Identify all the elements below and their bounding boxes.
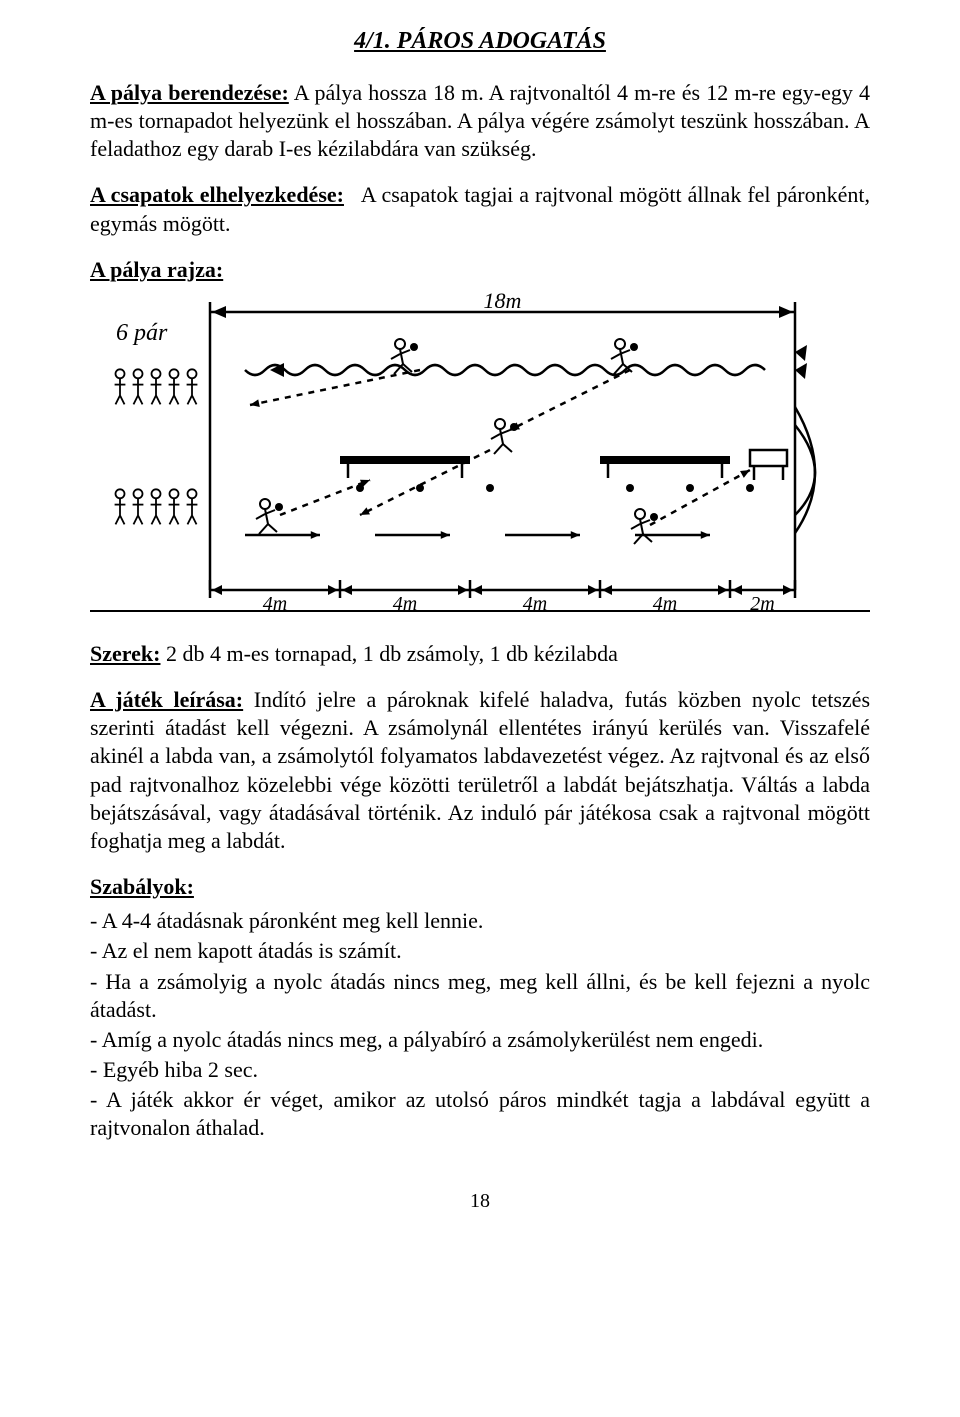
svg-text:2m: 2m [750, 593, 774, 610]
document-page: 4/1. PÁROS ADOGATÁS A pálya berendezése:… [0, 0, 960, 1417]
description-paragraph: A játék leírása: Indító jelre a pároknak… [90, 686, 870, 855]
rules-label: Szabályok: [90, 874, 194, 899]
rule-item: - Egyéb hiba 2 sec. [90, 1056, 870, 1084]
positioning-label: A csapatok elhelyezkedése: [90, 182, 344, 207]
rule-item: - A 4-4 átadásnak páronként meg kell len… [90, 907, 870, 935]
rules-label-row: Szabályok: [90, 873, 870, 901]
equipment-text: 2 db 4 m-es tornapad, 1 db zsámoly, 1 db… [166, 641, 618, 666]
drawing-label-row: A pálya rajza: [90, 256, 870, 284]
rule-item: - A játék akkor ér véget, amikor az utol… [90, 1086, 870, 1142]
svg-text:4m: 4m [393, 593, 417, 610]
drawing-label: A pálya rajza: [90, 257, 223, 282]
field-diagram: 18m 6 pár 4m 4m 4m 4m 2m [90, 290, 870, 612]
setup-paragraph: A pálya berendezése: A pálya hossza 18 m… [90, 79, 870, 163]
page-title: 4/1. PÁROS ADOGATÁS [90, 28, 870, 55]
rule-item: - Amíg a nyolc átadás nincs meg, a pálya… [90, 1026, 870, 1054]
rule-item: - Ha a zsámolyig a nyolc átadás nincs me… [90, 968, 870, 1024]
positioning-paragraph: A csapatok elhelyezkedése: A csapatok ta… [90, 181, 870, 237]
equipment-label: Szerek: [90, 641, 160, 666]
field-diagram-svg: 18m 6 pár 4m 4m 4m 4m 2m [90, 290, 870, 610]
svg-text:18m: 18m [484, 290, 522, 313]
page-number: 18 [90, 1190, 870, 1213]
equipment-paragraph: Szerek: 2 db 4 m-es tornapad, 1 db zsámo… [90, 640, 870, 668]
setup-label: A pálya berendezése: [90, 80, 289, 105]
svg-text:4m: 4m [653, 593, 677, 610]
rules-list: - A 4-4 átadásnak páronként meg kell len… [90, 907, 870, 1142]
svg-text:4m: 4m [263, 593, 287, 610]
description-label: A játék leírása: [90, 687, 243, 712]
svg-text:6 pár: 6 pár [116, 320, 168, 346]
svg-text:4m: 4m [523, 593, 547, 610]
rule-item: - Az el nem kapott átadás is számít. [90, 937, 870, 965]
